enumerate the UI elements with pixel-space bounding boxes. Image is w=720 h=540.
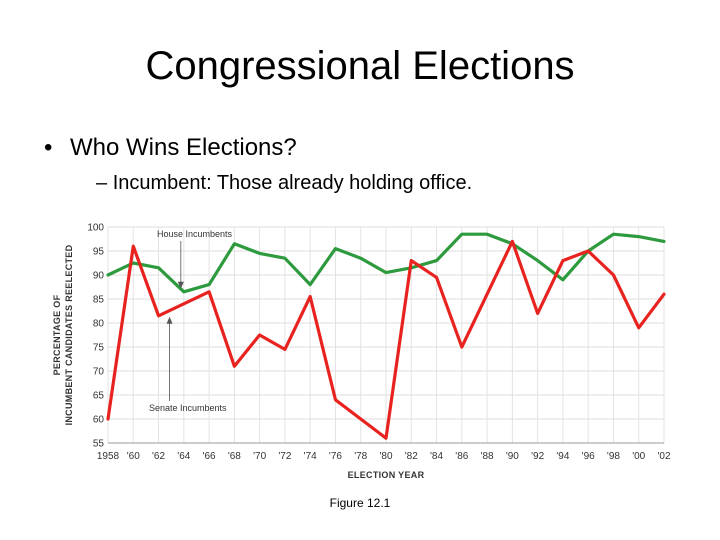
y-tick-label: 75 xyxy=(93,343,105,354)
y-tick-label: 55 xyxy=(93,439,105,450)
x-tick-label: '88 xyxy=(481,451,494,462)
y-tick-label: 90 xyxy=(93,271,105,282)
x-tick-label: '62 xyxy=(152,451,165,462)
x-tick-label: '66 xyxy=(203,451,216,462)
x-tick-label: '02 xyxy=(657,451,670,462)
y-tick-label: 80 xyxy=(93,319,105,330)
x-tick-label: '94 xyxy=(556,451,569,462)
annotations: House Incumbents Senate Incumbents xyxy=(149,229,233,413)
x-tick-label: '82 xyxy=(405,451,418,462)
sub-bullet-item: – Incumbent: Those already holding offic… xyxy=(96,172,472,195)
x-tick-label: '68 xyxy=(228,451,241,462)
x-tick-label: '60 xyxy=(127,451,140,462)
x-tick-label: 1958 xyxy=(97,451,120,462)
series-label-senate: Senate Incumbents xyxy=(149,403,227,413)
dash-icon: – xyxy=(96,172,113,194)
annotation-arrowhead-senate xyxy=(166,316,173,324)
bullet-item: • Who Wins Elections? xyxy=(44,134,297,162)
x-tick-label: '00 xyxy=(632,451,645,462)
x-tick-label: '96 xyxy=(582,451,595,462)
x-tick-label: '86 xyxy=(455,451,468,462)
reelection-chart: 55 60 65 70 75 80 85 90 95 100 1958 '60 '62 '64 '66 '6… xyxy=(52,223,671,481)
y-tick-label: 85 xyxy=(93,295,105,306)
series-lines xyxy=(106,232,666,440)
x-tick-label: '76 xyxy=(329,451,342,462)
y-tick-label: 100 xyxy=(87,223,104,234)
y-tick-label: 65 xyxy=(93,391,105,402)
series-line xyxy=(106,239,666,440)
series-label-house: House Incumbents xyxy=(157,229,233,239)
x-tick-label: '84 xyxy=(430,451,443,462)
bullet-text: Who Wins Elections? xyxy=(70,134,297,161)
y-axis-label-line2: INCUMBENT CANDIDATES REELECTED xyxy=(64,244,74,425)
y-tick-label: 70 xyxy=(93,367,105,378)
x-tick-label: '92 xyxy=(531,451,544,462)
x-tick-label: '80 xyxy=(379,451,392,462)
x-tick-label: '78 xyxy=(354,451,367,462)
bullet-icon: • xyxy=(44,134,53,161)
slide-title: Congressional Elections xyxy=(145,44,575,88)
x-tick-labels: 1958 '60 '62 '64 '66 '68 '70 '72 '74 '76 '78 '80 '82… xyxy=(97,451,671,462)
x-tick-label: '98 xyxy=(607,451,620,462)
x-tick-label: '90 xyxy=(506,451,519,462)
figure-caption: Figure 12.1 xyxy=(329,496,391,510)
axis-labels: ELECTION YEAR PERCENTAGE OF INCUMBENT CAND… xyxy=(52,244,425,480)
x-tick-label: '70 xyxy=(253,451,266,462)
y-axis-label-line1: PERCENTAGE OF xyxy=(52,294,62,375)
x-axis-label: ELECTION YEAR xyxy=(348,470,425,480)
y-tick-label: 95 xyxy=(93,247,105,258)
y-tick-labels: 55 60 65 70 75 80 85 90 95 100 xyxy=(87,223,104,450)
x-tick-label: '74 xyxy=(304,451,317,462)
sub-bullet-text: Incumbent: Those already holding office. xyxy=(112,172,473,194)
y-tick-label: 60 xyxy=(93,415,105,426)
series-line xyxy=(106,232,666,294)
x-tick-label: '72 xyxy=(278,451,291,462)
x-tick-label: '64 xyxy=(177,451,190,462)
annotation-arrowhead-house xyxy=(177,281,184,289)
